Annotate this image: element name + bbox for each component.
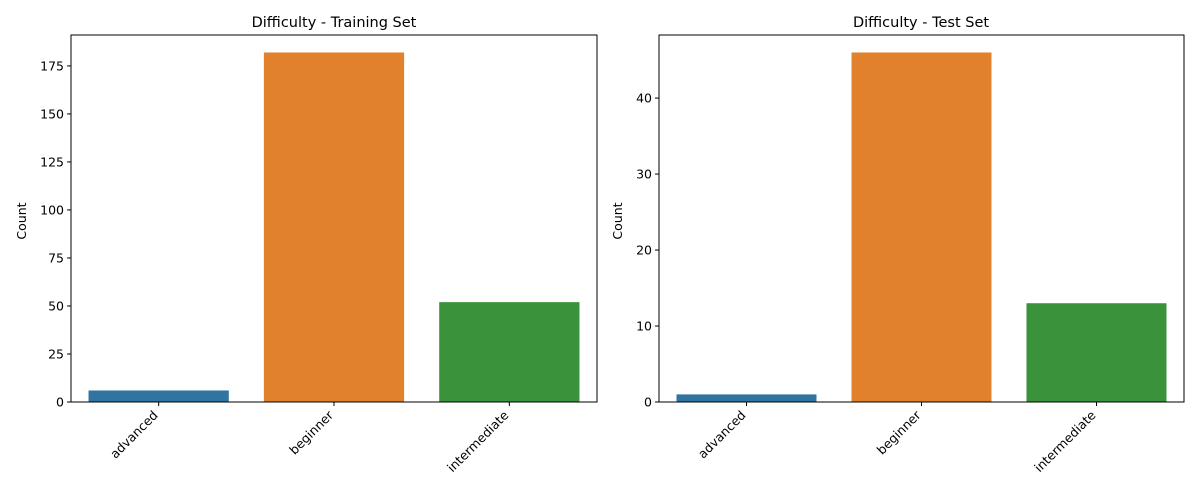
x-tick-label: advanced <box>695 408 749 462</box>
y-tick-label: 125 <box>40 154 64 169</box>
y-tick-label: 0 <box>644 395 652 410</box>
y-tick-label: 100 <box>40 202 64 217</box>
chart-title: Difficulty - Test Set <box>853 15 989 31</box>
y-tick-label: 175 <box>40 58 64 73</box>
y-tick-label: 40 <box>636 91 652 106</box>
x-tick-label: intermediate <box>444 407 512 475</box>
y-axis-label: Count <box>610 202 625 239</box>
y-tick-group: 0 10 20 30 40 <box>636 91 659 410</box>
x-tick-label: beginner <box>874 407 925 458</box>
x-tick-label: intermediate <box>1031 407 1099 475</box>
bar-advanced <box>88 390 229 402</box>
y-tick-label: 0 <box>56 395 64 410</box>
y-tick-label: 75 <box>48 250 64 265</box>
y-tick-label: 10 <box>636 319 652 334</box>
bar-intermediate <box>439 302 580 402</box>
x-tick-group: advanced beginner intermediate <box>107 402 512 475</box>
bar-intermediate <box>1026 303 1167 402</box>
bar-group <box>88 52 580 402</box>
chart-title: Difficulty - Training Set <box>252 15 417 31</box>
chart-panel-test: Difficulty - Test Set Count 0 10 20 30 40 ad… <box>610 15 1185 475</box>
x-tick-group: advanced beginner intermediate <box>695 402 1099 475</box>
chart-panel-training: Difficulty - Training Set Count 0 25 50 75 1… <box>14 15 598 475</box>
bar-beginner <box>263 52 405 402</box>
y-axis-label: Count <box>14 202 29 239</box>
y-tick-group: 0 25 50 75 100 125 150 175 <box>40 58 71 410</box>
bar-advanced <box>676 394 817 402</box>
y-tick-label: 25 <box>48 346 64 361</box>
axes-frame <box>70 34 598 403</box>
bar-group <box>676 52 1167 402</box>
x-tick-label: advanced <box>107 408 161 462</box>
y-tick-label: 150 <box>40 106 64 121</box>
y-tick-label: 20 <box>636 243 652 258</box>
bar-beginner <box>851 52 992 402</box>
x-tick-label: beginner <box>286 407 337 458</box>
y-tick-label: 30 <box>636 167 652 182</box>
axes-frame <box>658 34 1185 403</box>
y-tick-label: 50 <box>48 298 64 313</box>
